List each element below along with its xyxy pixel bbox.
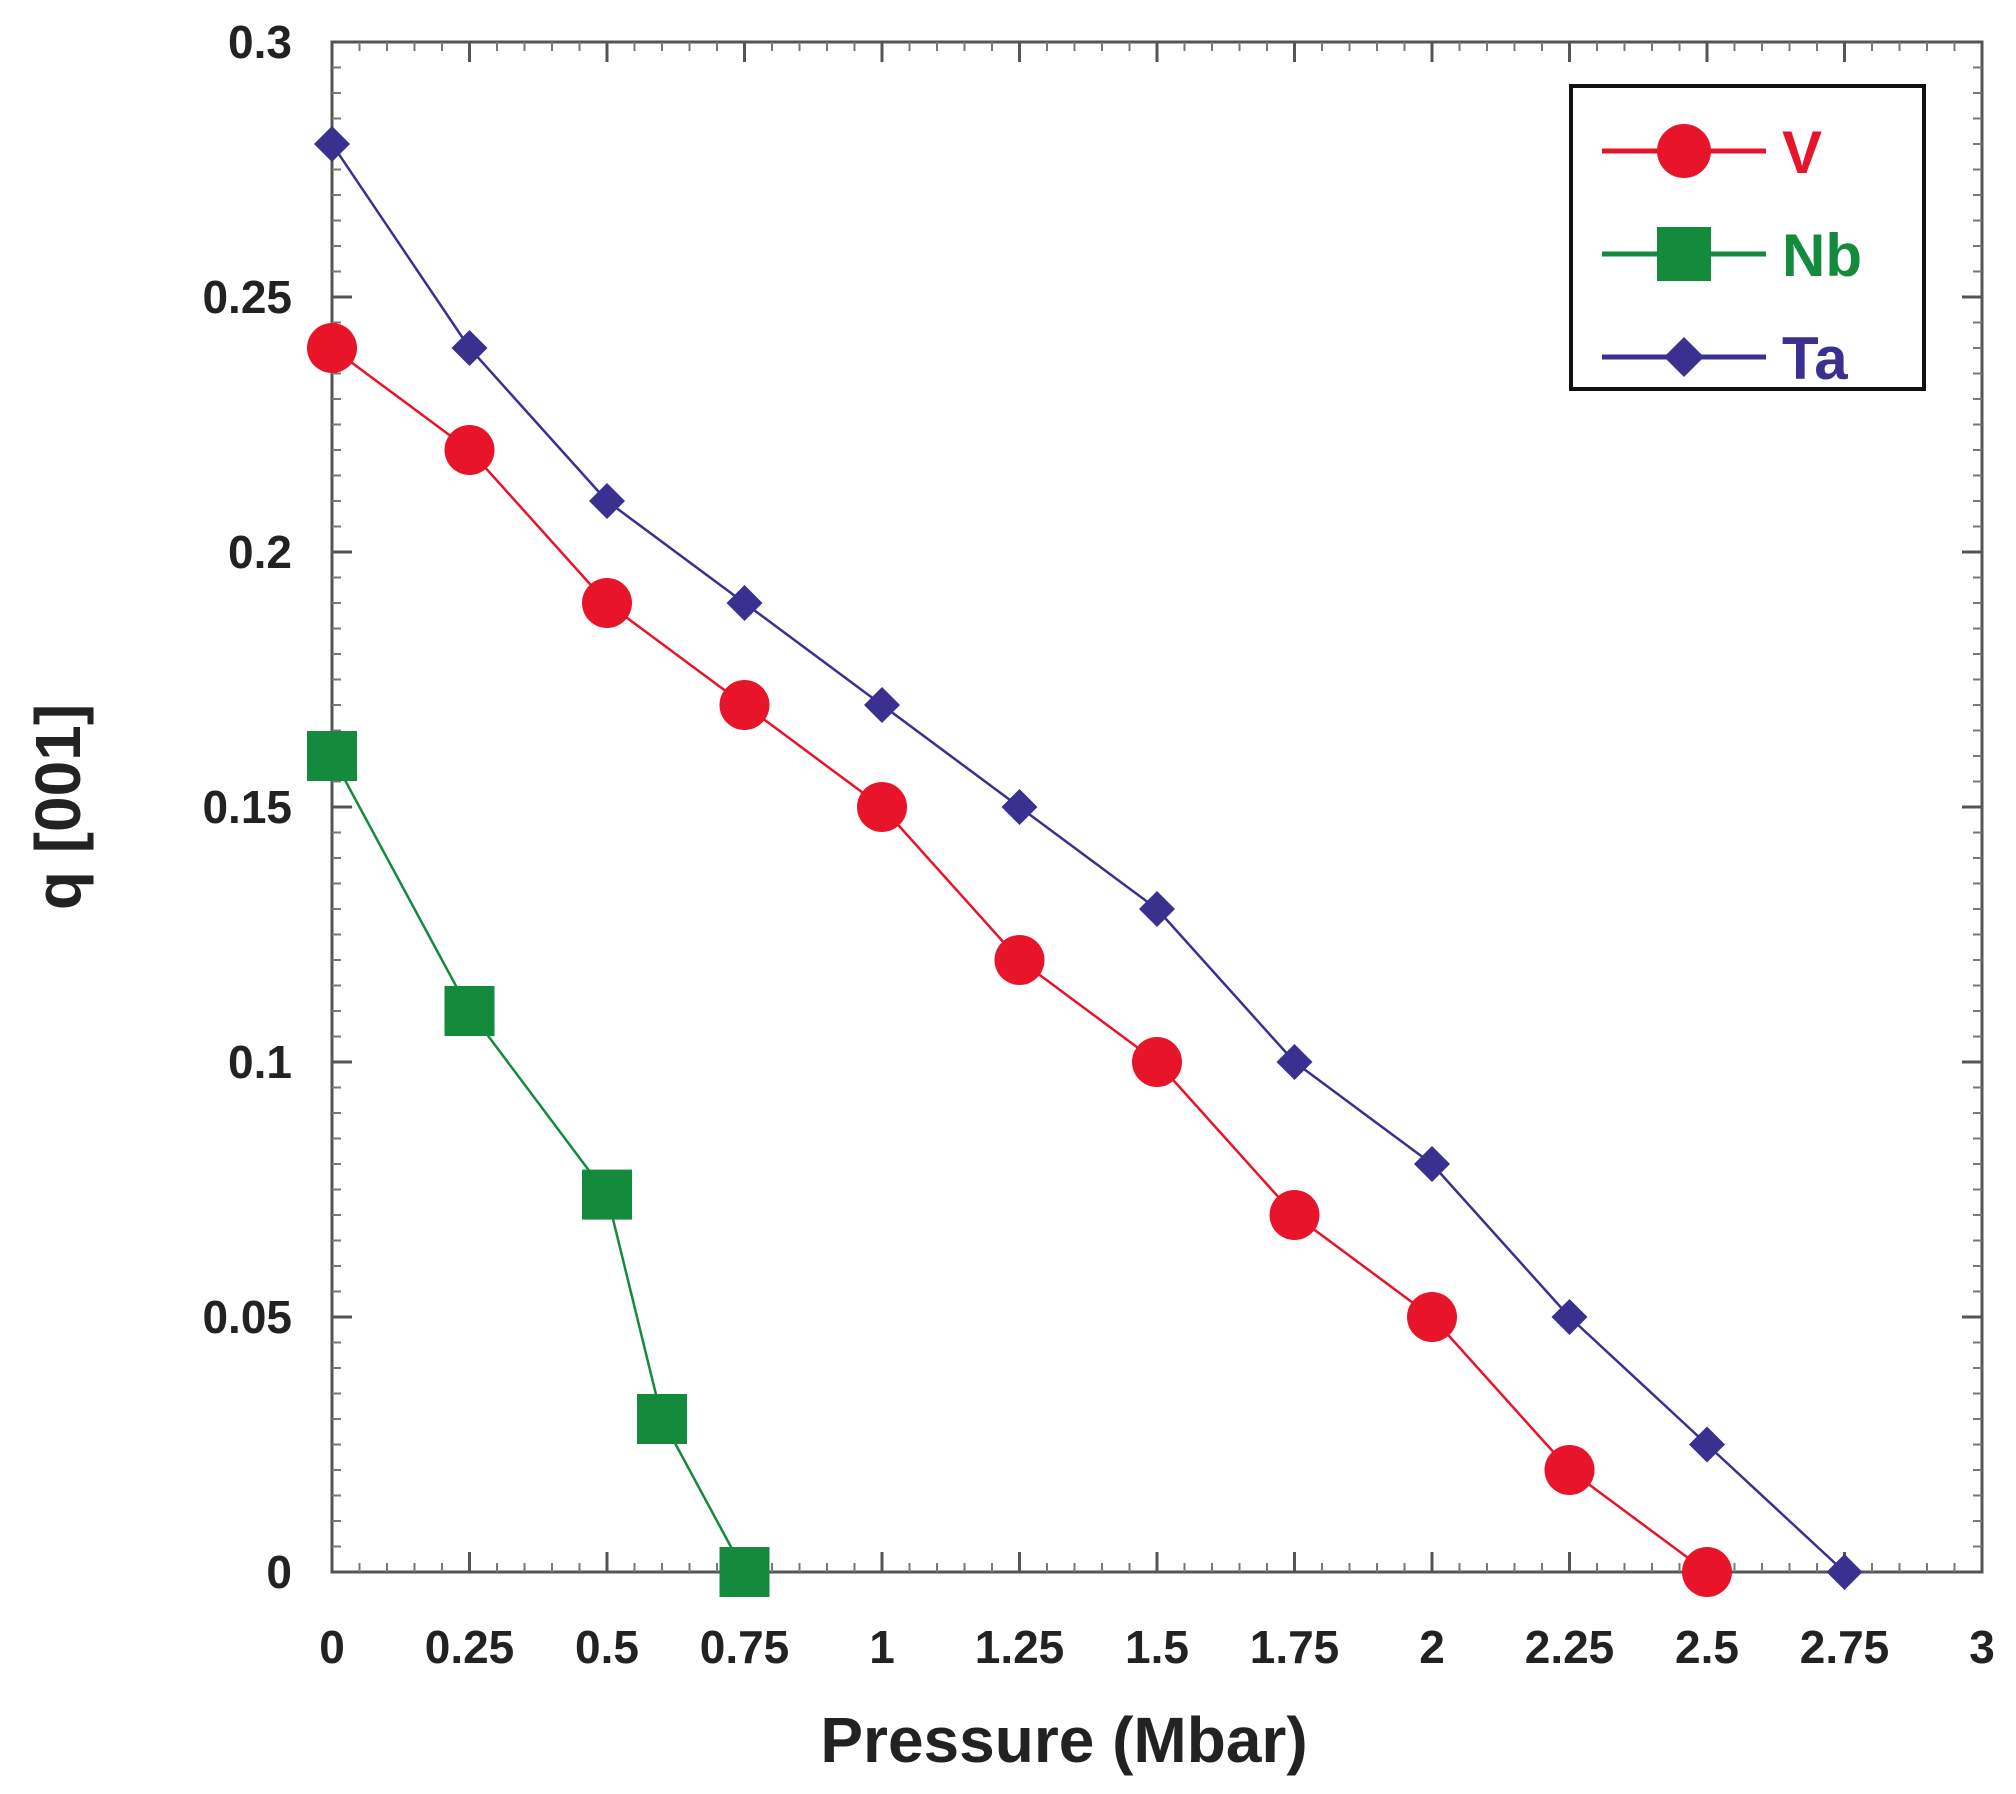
series-nb-point xyxy=(582,1169,632,1220)
x-axis-title: Pressure (Mbar) xyxy=(820,1704,1307,1776)
series-ta-point xyxy=(1276,1044,1313,1080)
series-v-point xyxy=(719,680,770,730)
major-ticks xyxy=(330,40,1984,1574)
legend-items: V Nb Ta xyxy=(1602,119,1862,392)
series-ta-point xyxy=(864,687,900,723)
legend-item-nb: Nb xyxy=(1602,222,1862,289)
series-ta-point xyxy=(1414,1146,1450,1182)
series-v-point xyxy=(857,782,907,832)
legend-swatch-marker xyxy=(1657,124,1711,178)
x-tick-label: 2.75 xyxy=(1800,1621,1890,1673)
x-tick-label: 2.25 xyxy=(1525,1621,1615,1673)
legend-swatch-marker xyxy=(1664,337,1704,377)
series-layer xyxy=(307,126,1863,1597)
y-tick-label: 0.05 xyxy=(202,1291,292,1343)
x-tick-label: 2.5 xyxy=(1675,1621,1739,1673)
y-axis-title: q [001] xyxy=(22,704,94,910)
x-tick-label: 1.25 xyxy=(975,1621,1065,1673)
series-v-point xyxy=(994,935,1045,985)
series-v-point xyxy=(1407,1292,1457,1342)
x-tick-label: 2 xyxy=(1419,1621,1445,1673)
series-nb-point xyxy=(637,1394,687,1444)
series-ta-point xyxy=(314,126,350,162)
legend-label-v: V xyxy=(1782,119,1822,186)
x-tick-label: 3 xyxy=(1969,1621,1995,1673)
series-ta-point xyxy=(1826,1554,1863,1590)
y-tick-label: 0.25 xyxy=(202,271,292,323)
series-nb-line xyxy=(330,755,746,1573)
series-nb xyxy=(307,731,770,1597)
legend-item-v: V xyxy=(1602,119,1822,186)
y-tick-labels: 0 0.05 0.1 0.15 0.2 0.25 0.3 xyxy=(202,16,292,1598)
y-tick-label: 0.1 xyxy=(228,1036,292,1088)
legend-label-ta: Ta xyxy=(1782,325,1848,392)
series-v-point xyxy=(1132,1037,1182,1087)
series-v xyxy=(307,323,1732,1597)
series-ta-point xyxy=(1139,891,1175,927)
series-nb-point xyxy=(719,1547,770,1597)
series-nb-point xyxy=(307,731,357,781)
series-ta-point xyxy=(726,585,763,621)
x-tick-label: 0.5 xyxy=(575,1621,639,1673)
series-ta-point xyxy=(1001,789,1038,825)
series-v-point xyxy=(1269,1190,1320,1240)
y-tick-label: 0.3 xyxy=(228,16,292,68)
series-ta-line xyxy=(330,143,1846,1573)
legend-item-ta: Ta xyxy=(1602,325,1848,392)
y-tick-label: 0.15 xyxy=(202,781,292,833)
series-v-point xyxy=(1544,1445,1595,1495)
series-ta-point xyxy=(1551,1299,1588,1335)
x-tick-label: 0.25 xyxy=(425,1621,515,1673)
y-tick-label: 0 xyxy=(266,1546,292,1598)
x-tick-label: 0 xyxy=(319,1621,345,1673)
series-ta-point xyxy=(589,483,625,519)
series-nb-point xyxy=(444,986,495,1036)
series-v-point xyxy=(1682,1547,1732,1597)
x-tick-labels: 0 0.25 0.5 0.75 1 1.25 1.5 1.75 2 2.25 2.5 2.75 3 xyxy=(319,1621,1995,1673)
x-tick-label: 1.5 xyxy=(1125,1621,1189,1673)
series-ta xyxy=(314,126,1863,1590)
series-v-point xyxy=(307,323,357,373)
series-ta-point xyxy=(451,330,488,366)
y-tick-label: 0.2 xyxy=(228,526,292,578)
legend: V Nb Ta xyxy=(1569,84,1926,392)
series-v-point xyxy=(582,578,632,628)
x-tick-label: 1 xyxy=(869,1621,895,1673)
x-tick-label: 0.75 xyxy=(700,1621,790,1673)
series-v-point xyxy=(444,425,495,475)
legend-swatch-marker xyxy=(1657,227,1711,281)
legend-box xyxy=(1569,84,1926,391)
legend-label-nb: Nb xyxy=(1782,222,1862,289)
x-tick-label: 1.75 xyxy=(1250,1621,1340,1673)
series-ta-point xyxy=(1689,1426,1725,1463)
